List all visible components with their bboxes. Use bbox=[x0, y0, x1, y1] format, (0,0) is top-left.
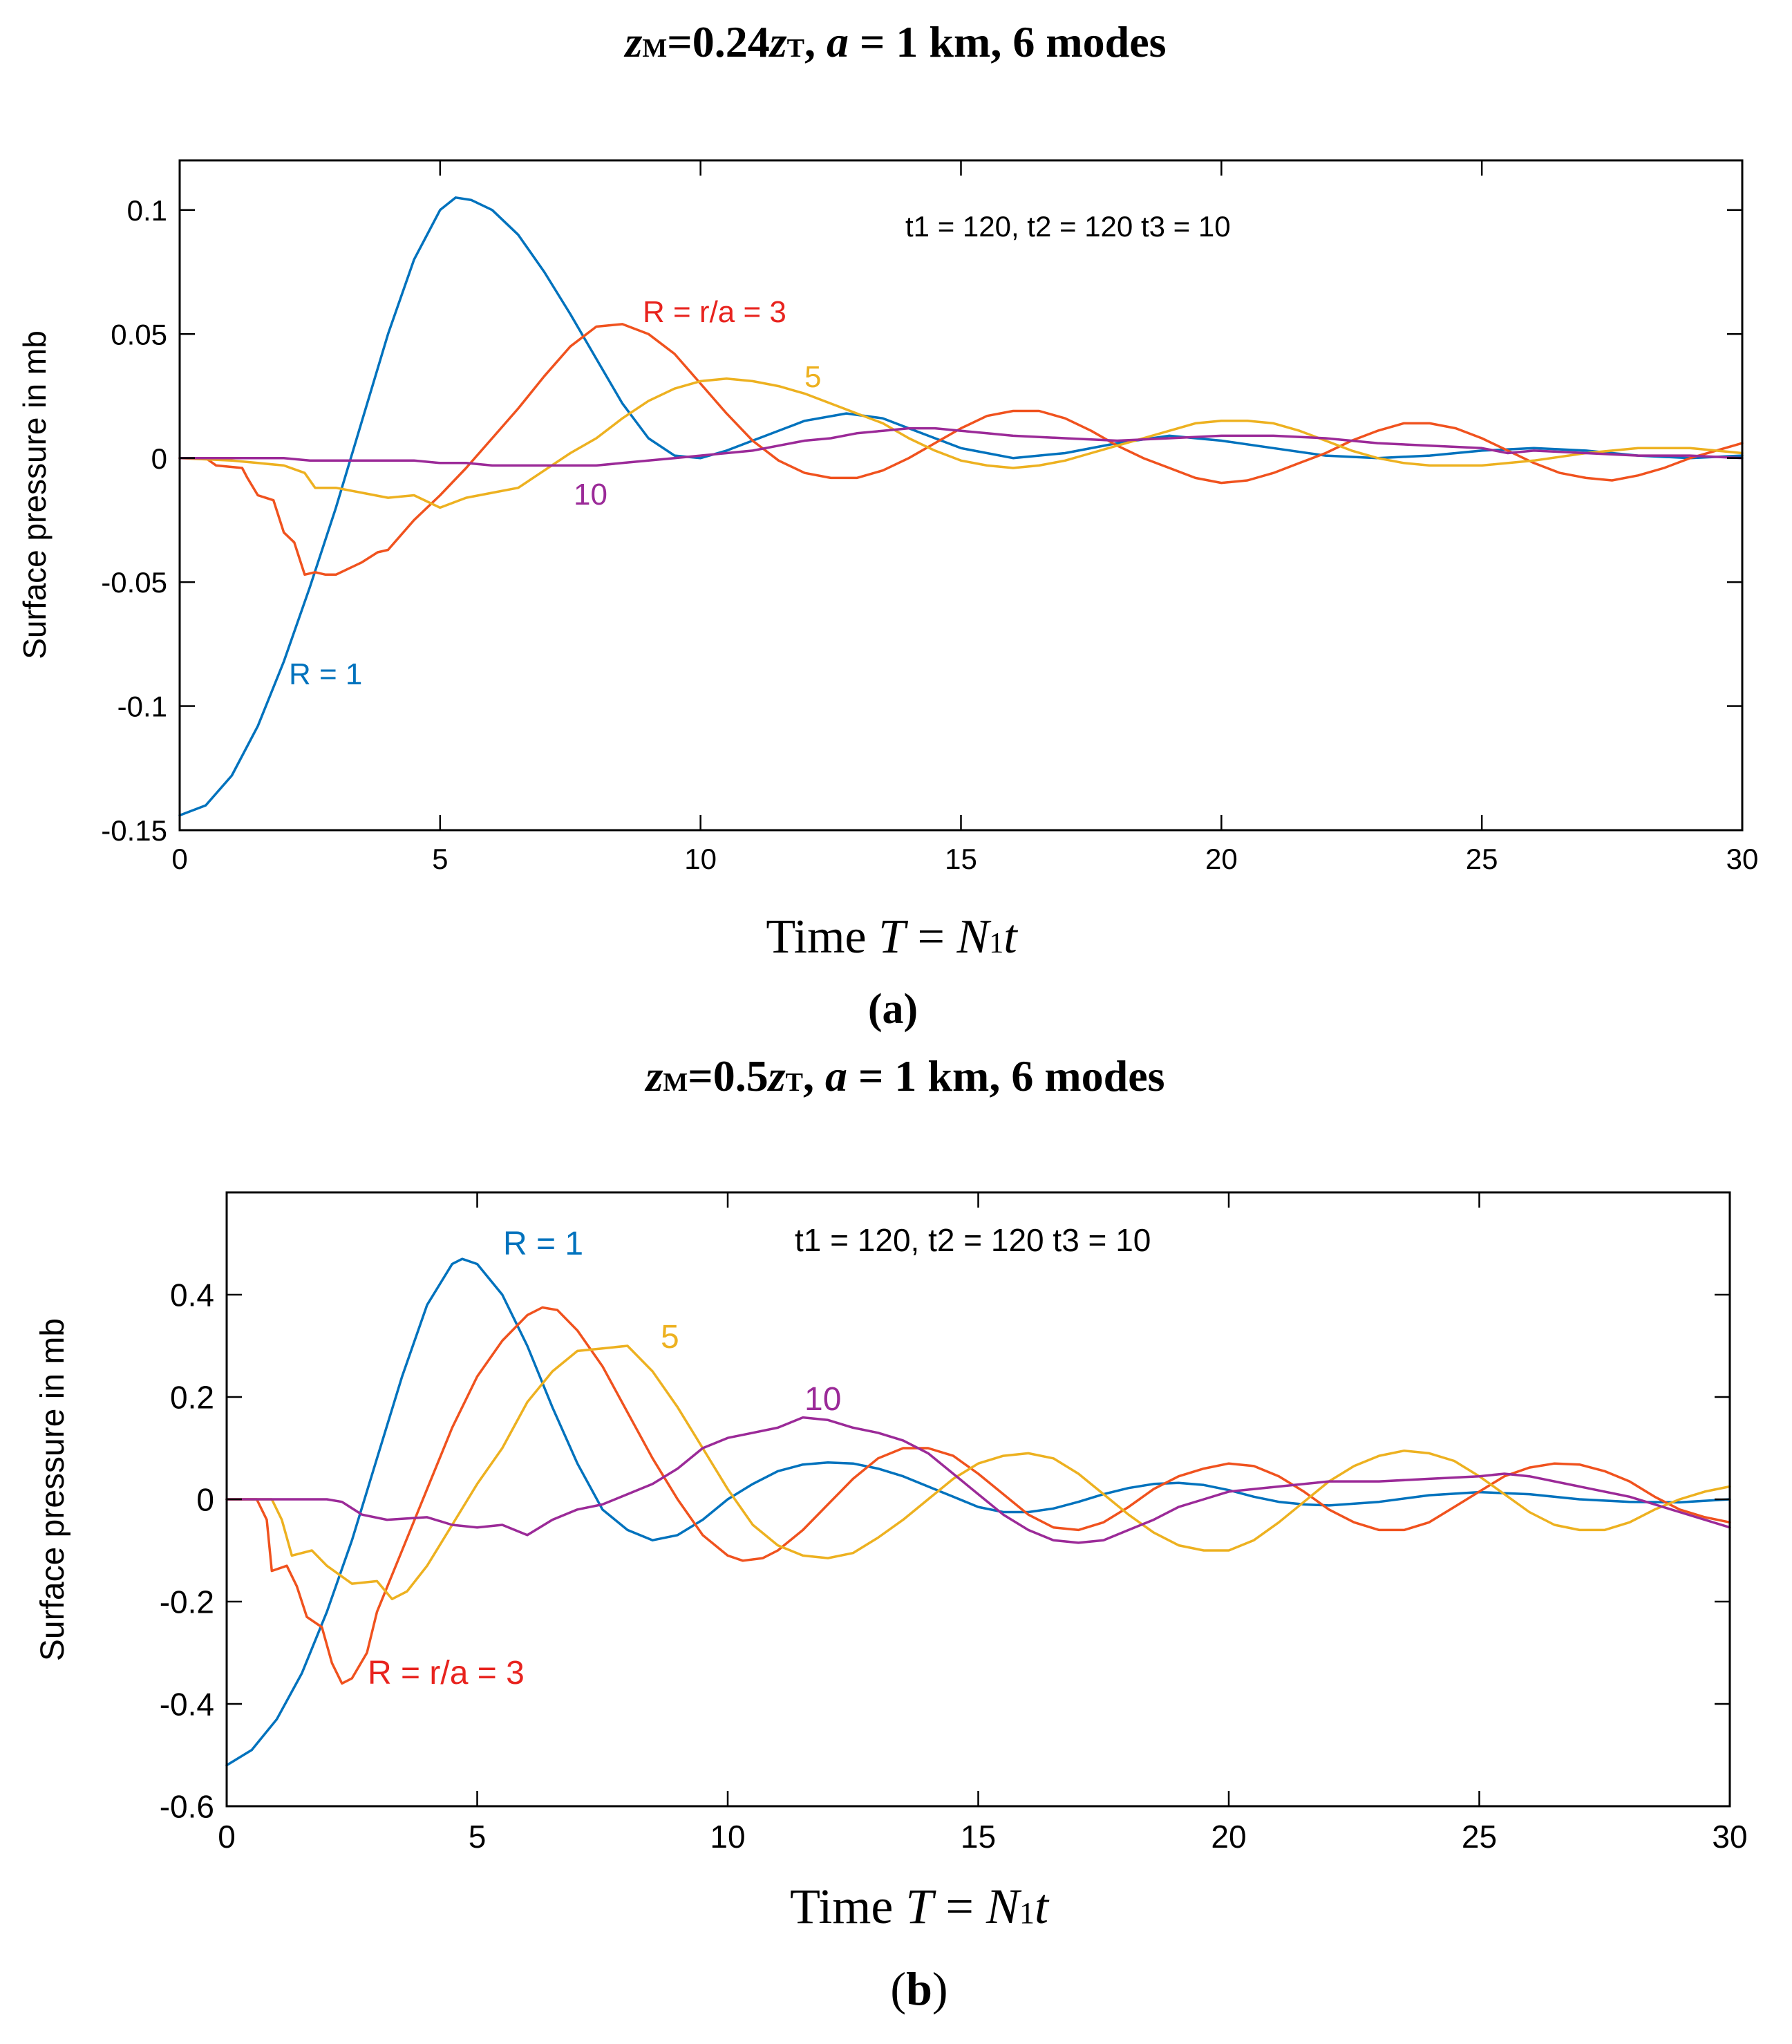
panel-a-plot: 0 5 10 15 20 25 30 -0.15 -0.1 -0.05 0 0.05 0.1 Surfa… bbox=[17, 159, 1758, 875]
panel-b-series-r1 bbox=[225, 1257, 1731, 1767]
panel-b-curves bbox=[225, 1257, 1731, 1767]
panel-a-ytick-label: 0.1 bbox=[127, 194, 167, 227]
panel-a-label-r5: 5 bbox=[804, 360, 821, 394]
panel-b-annotation: t1 = 120, t2 = 120 t3 = 10 bbox=[795, 1222, 1151, 1258]
panel-a-series-r5 bbox=[178, 377, 1744, 509]
panel-a-title: zM=0.24zT, a = 1 km, 6 modes bbox=[623, 17, 1166, 66]
panel-a-caption: (a) bbox=[868, 986, 918, 1033]
panel-b-ytick-label: -0.4 bbox=[160, 1687, 214, 1723]
panel-b-axes-box bbox=[225, 1191, 1731, 1808]
panel-b-ytick-label: 0 bbox=[196, 1482, 214, 1518]
panel-b-xtick-label: 20 bbox=[1211, 1819, 1246, 1855]
panel-b-ticks: 0 5 10 15 20 25 30 -0.6 -0.4 -0.2 0 0.2 0.4 bbox=[160, 1192, 1748, 1855]
panel-a-series-r1 bbox=[178, 196, 1744, 817]
panel-a-label-r1: R = 1 bbox=[289, 657, 362, 691]
panel-a-series-r3 bbox=[178, 323, 1744, 576]
panel-a-ytick-label: -0.1 bbox=[117, 691, 167, 723]
panel-b: zM=0.5zT, a = 1 km, 6 modes 0 5 10 15 20 25 30… bbox=[35, 1051, 1748, 2015]
panel-a-xlabel: Time T = N1t bbox=[766, 910, 1018, 964]
panel-b-ylabel: Surface pressure in mb bbox=[35, 1318, 71, 1661]
panel-b-series-r10 bbox=[225, 1416, 1731, 1544]
panel-b-ytick-label: 0.2 bbox=[170, 1380, 214, 1416]
panel-b-xtick-label: 0 bbox=[218, 1819, 236, 1855]
panel-a-label-r3: R = r/a = 3 bbox=[643, 295, 786, 329]
panel-a-series-r10 bbox=[178, 426, 1744, 467]
panel-b-ytick-label: 0.4 bbox=[170, 1277, 214, 1313]
panel-a-xtick-label: 30 bbox=[1726, 843, 1759, 875]
panel-b-xtick-label: 5 bbox=[469, 1819, 487, 1855]
panel-a-ytick-label: -0.05 bbox=[101, 566, 167, 599]
panel-a-xtick-label: 15 bbox=[945, 843, 977, 875]
panel-b-xtick-label: 10 bbox=[710, 1819, 745, 1855]
panel-a-ylabel: Surface pressure in mb bbox=[17, 330, 53, 659]
panel-b-caption: (b) bbox=[890, 1962, 947, 2015]
panel-a-xtick-label: 20 bbox=[1205, 843, 1238, 875]
panel-b-xtick-label: 15 bbox=[961, 1819, 996, 1855]
panel-b-label-r10: 10 bbox=[804, 1381, 841, 1418]
panel-b-title: zM=0.5zT, a = 1 km, 6 modes bbox=[644, 1051, 1164, 1100]
panel-b-xtick-label: 25 bbox=[1462, 1819, 1497, 1855]
panel-a-ytick-label: 0.05 bbox=[111, 318, 167, 350]
panel-b-ytick-label: -0.6 bbox=[160, 1789, 214, 1825]
panel-b-ytick-label: -0.2 bbox=[160, 1584, 214, 1620]
panel-b-label-r3: R = r/a = 3 bbox=[368, 1655, 525, 1691]
panel-a-curves bbox=[178, 196, 1744, 817]
panel-b-series-r3 bbox=[225, 1306, 1731, 1685]
panel-a-xtick-label: 10 bbox=[684, 843, 717, 875]
panel-b-xlabel: Time T = N1t bbox=[790, 1879, 1050, 1934]
panel-a-xtick-label: 25 bbox=[1466, 843, 1498, 875]
panel-a-ticks: 0 5 10 15 20 25 30 -0.15 -0.1 -0.05 0 0.05 0.1 bbox=[101, 160, 1758, 875]
panel-a-ytick-label: -0.15 bbox=[101, 814, 167, 847]
panel-a-xtick-label: 0 bbox=[171, 843, 187, 875]
panel-a-xtick-label: 5 bbox=[432, 843, 448, 875]
panel-a-label-r10: 10 bbox=[574, 478, 607, 512]
panel-a-ytick-label: 0 bbox=[151, 442, 167, 475]
panel-a: zM=0.24zT, a = 1 km, 6 modes 0 5 10 15 20 25 3… bbox=[17, 17, 1758, 1033]
panel-a-annotation: t1 = 120, t2 = 120 t3 = 10 bbox=[905, 210, 1231, 243]
panel-b-label-r1: R = 1 bbox=[503, 1226, 583, 1262]
panel-b-label-r5: 5 bbox=[661, 1319, 679, 1356]
panel-b-plot: 0 5 10 15 20 25 30 -0.6 -0.4 -0.2 0 0.2 0.4 Surface … bbox=[35, 1191, 1748, 1855]
panel-b-xtick-label: 30 bbox=[1712, 1819, 1747, 1855]
panel-b-series-r5 bbox=[225, 1344, 1731, 1601]
